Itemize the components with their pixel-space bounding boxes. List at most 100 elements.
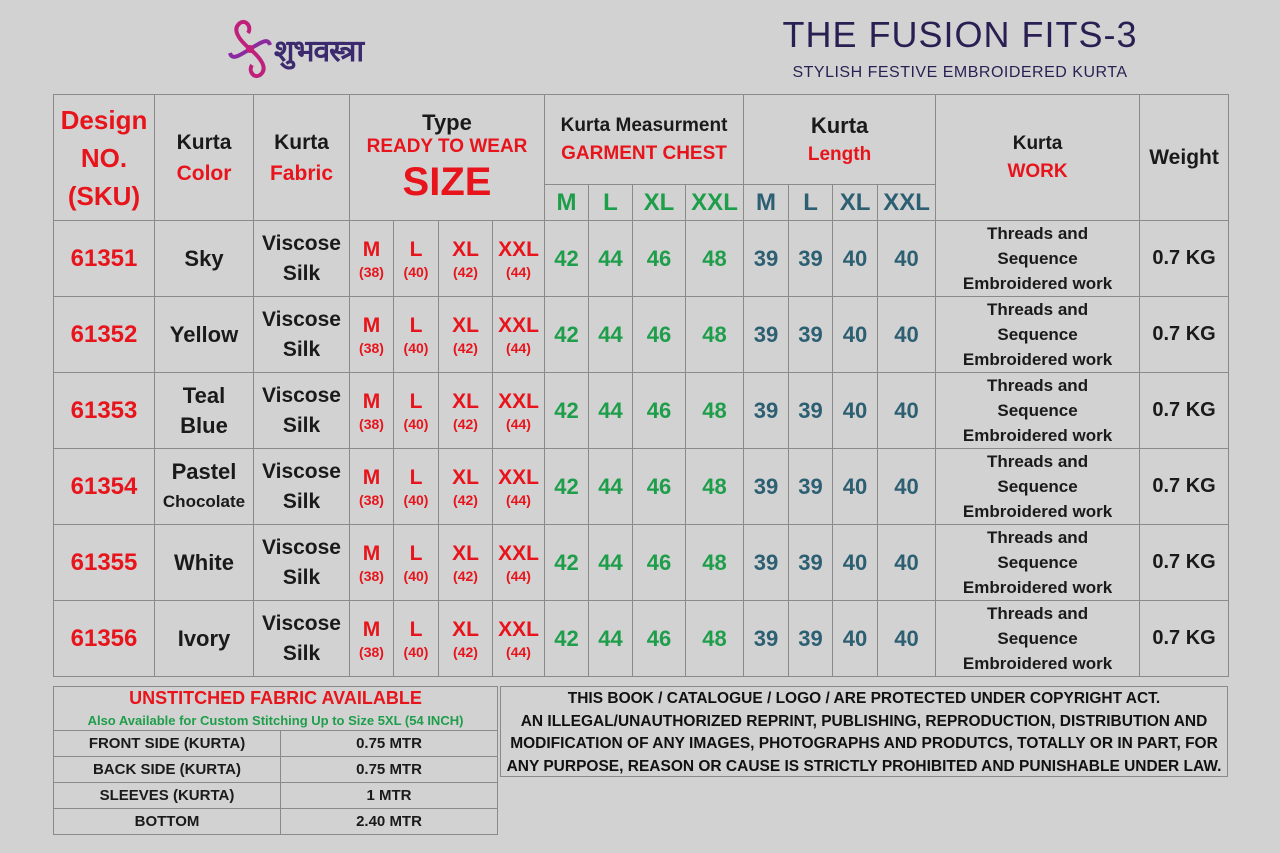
fabric-line1: Viscose (261, 535, 341, 559)
color-line2: Chocolate (162, 491, 246, 511)
header-meas-line2: GARMENT CHEST (561, 142, 727, 164)
type-size-m: M (38) (349, 448, 394, 525)
work-cell: Threads and Sequence Embroidered work (935, 372, 1141, 449)
fabric-cell: Viscose Silk (253, 296, 350, 373)
type-size-num: (44) (506, 415, 531, 432)
type-size-label: XL (452, 389, 479, 413)
work-line1: Threads and (987, 452, 1089, 471)
brand-logo: शुभवस्त्रा (228, 14, 408, 84)
fabric-subheading: Also Available for Custom Stitching Up t… (52, 710, 499, 731)
fabric-row: BOTTOM 2.40 MTR (53, 808, 499, 835)
work-line3: Embroidered work (962, 426, 1113, 445)
type-size-label: M (362, 313, 381, 337)
work-line2: Sequence (997, 249, 1078, 268)
page-title: THE FUSION FITS-3 (782, 14, 1138, 55)
type-size-label: XXL (498, 389, 539, 413)
table-row: 61356 Ivory Viscose Silk M (38) L (40) XL (4… (53, 600, 1230, 677)
work-cell: Threads and Sequence Embroidered work (935, 600, 1141, 677)
chest-size-l: L (588, 184, 634, 221)
type-size-num: (40) (403, 339, 429, 356)
fabric-line1: Viscose (261, 459, 341, 483)
header-design-line2: NO. (80, 142, 128, 173)
chest-value: 48 (685, 372, 745, 449)
type-size-num: (44) (506, 263, 531, 280)
header-fabric-line2: Fabric (269, 161, 334, 185)
type-size-label: XL (452, 617, 479, 641)
header-type-line1: Type (422, 109, 472, 135)
length-value: 39 (788, 600, 834, 677)
fabric-qty: 0.75 MTR (279, 756, 499, 783)
type-size-num: (38) (359, 491, 384, 508)
chest-size-m: M (544, 184, 590, 221)
work-line1: Threads and (987, 528, 1089, 547)
chest-value: 46 (632, 448, 687, 525)
chest-value: 42 (544, 524, 590, 601)
fabric-qty: 0.75 MTR (279, 730, 499, 757)
chest-value: 44 (588, 220, 634, 297)
sku-cell: 61354 (53, 448, 155, 525)
type-size-label: XXL (498, 237, 539, 261)
subheader-row: M L XL XXL M L XL XXL (54, 184, 1229, 221)
length-value: 39 (788, 448, 834, 525)
length-value: 40 (832, 448, 879, 525)
type-size-l: L (40) (393, 296, 439, 373)
length-value: 39 (743, 524, 790, 601)
type-size-xl: XL (42) (438, 296, 493, 373)
length-value: 39 (743, 600, 790, 677)
type-size-xxl: XXL (44) (491, 220, 546, 297)
work-line2: Sequence (997, 553, 1078, 572)
chest-value: 44 (588, 448, 634, 525)
color-cell: Ivory (154, 600, 254, 677)
header-length-line1: Kurta (810, 112, 869, 138)
type-size-l: L (40) (393, 220, 439, 297)
color-cell: White (154, 524, 254, 601)
header-weight: Weight (1139, 94, 1230, 221)
work-line3: Embroidered work (962, 274, 1113, 293)
fabric-row: FRONT SIDE (KURTA) 0.75 MTR (53, 730, 499, 757)
type-size-num: (42) (453, 643, 478, 660)
sku-cell: 61353 (53, 372, 155, 449)
type-size-num: (40) (403, 263, 429, 280)
fabric-cell: Viscose Silk (253, 524, 350, 601)
fabric-part: BOTTOM (53, 808, 281, 835)
color-cell: Sky (154, 220, 254, 297)
length-value: 39 (788, 220, 834, 297)
header-length-line2: Length (807, 143, 872, 165)
color-cell: Yellow (154, 296, 254, 373)
type-size-xl: XL (42) (438, 524, 493, 601)
type-size-num: (42) (453, 491, 478, 508)
type-size-label: XXL (498, 541, 539, 565)
weight-cell: 0.7 KG (1139, 296, 1230, 373)
type-size-label: L (409, 313, 423, 337)
fabric-line2: Silk (282, 337, 321, 361)
chest-value: 48 (685, 600, 745, 677)
chest-value: 48 (685, 296, 745, 373)
length-value: 40 (877, 220, 937, 297)
header-length: Kurta Length (743, 94, 937, 185)
chest-value: 44 (588, 524, 634, 601)
type-size-m: M (38) (349, 600, 394, 677)
chest-value: 46 (632, 524, 687, 601)
chest-value: 48 (685, 220, 745, 297)
table-row: 61353 Teal Blue Viscose Silk M (38) L (40) X… (53, 372, 1230, 449)
chest-value: 44 (588, 372, 634, 449)
length-value: 39 (788, 296, 834, 373)
work-cell: Threads and Sequence Embroidered work (935, 296, 1141, 373)
work-cell: Threads and Sequence Embroidered work (935, 524, 1141, 601)
type-size-xl: XL (42) (438, 220, 493, 297)
fabric-line2: Silk (282, 565, 321, 589)
type-size-label: XL (452, 237, 479, 261)
fabric-line1: Viscose (261, 307, 341, 331)
color-cell: Pastel Chocolate (154, 448, 254, 525)
work-line2: Sequence (997, 477, 1078, 496)
fabric-qty: 2.40 MTR (279, 808, 499, 835)
type-size-l: L (40) (393, 372, 439, 449)
color-line2: Blue (180, 412, 228, 438)
length-size-xxl: XXL (877, 184, 937, 221)
fabric-qty: 1 MTR (279, 782, 499, 809)
weight-cell: 0.7 KG (1139, 448, 1230, 525)
color-line1: Ivory (177, 625, 231, 651)
color-line1: Pastel (171, 458, 237, 484)
table-row: 61354 Pastel Chocolate Viscose Silk M (38) … (53, 448, 1230, 525)
fabric-cell: Viscose Silk (253, 448, 350, 525)
